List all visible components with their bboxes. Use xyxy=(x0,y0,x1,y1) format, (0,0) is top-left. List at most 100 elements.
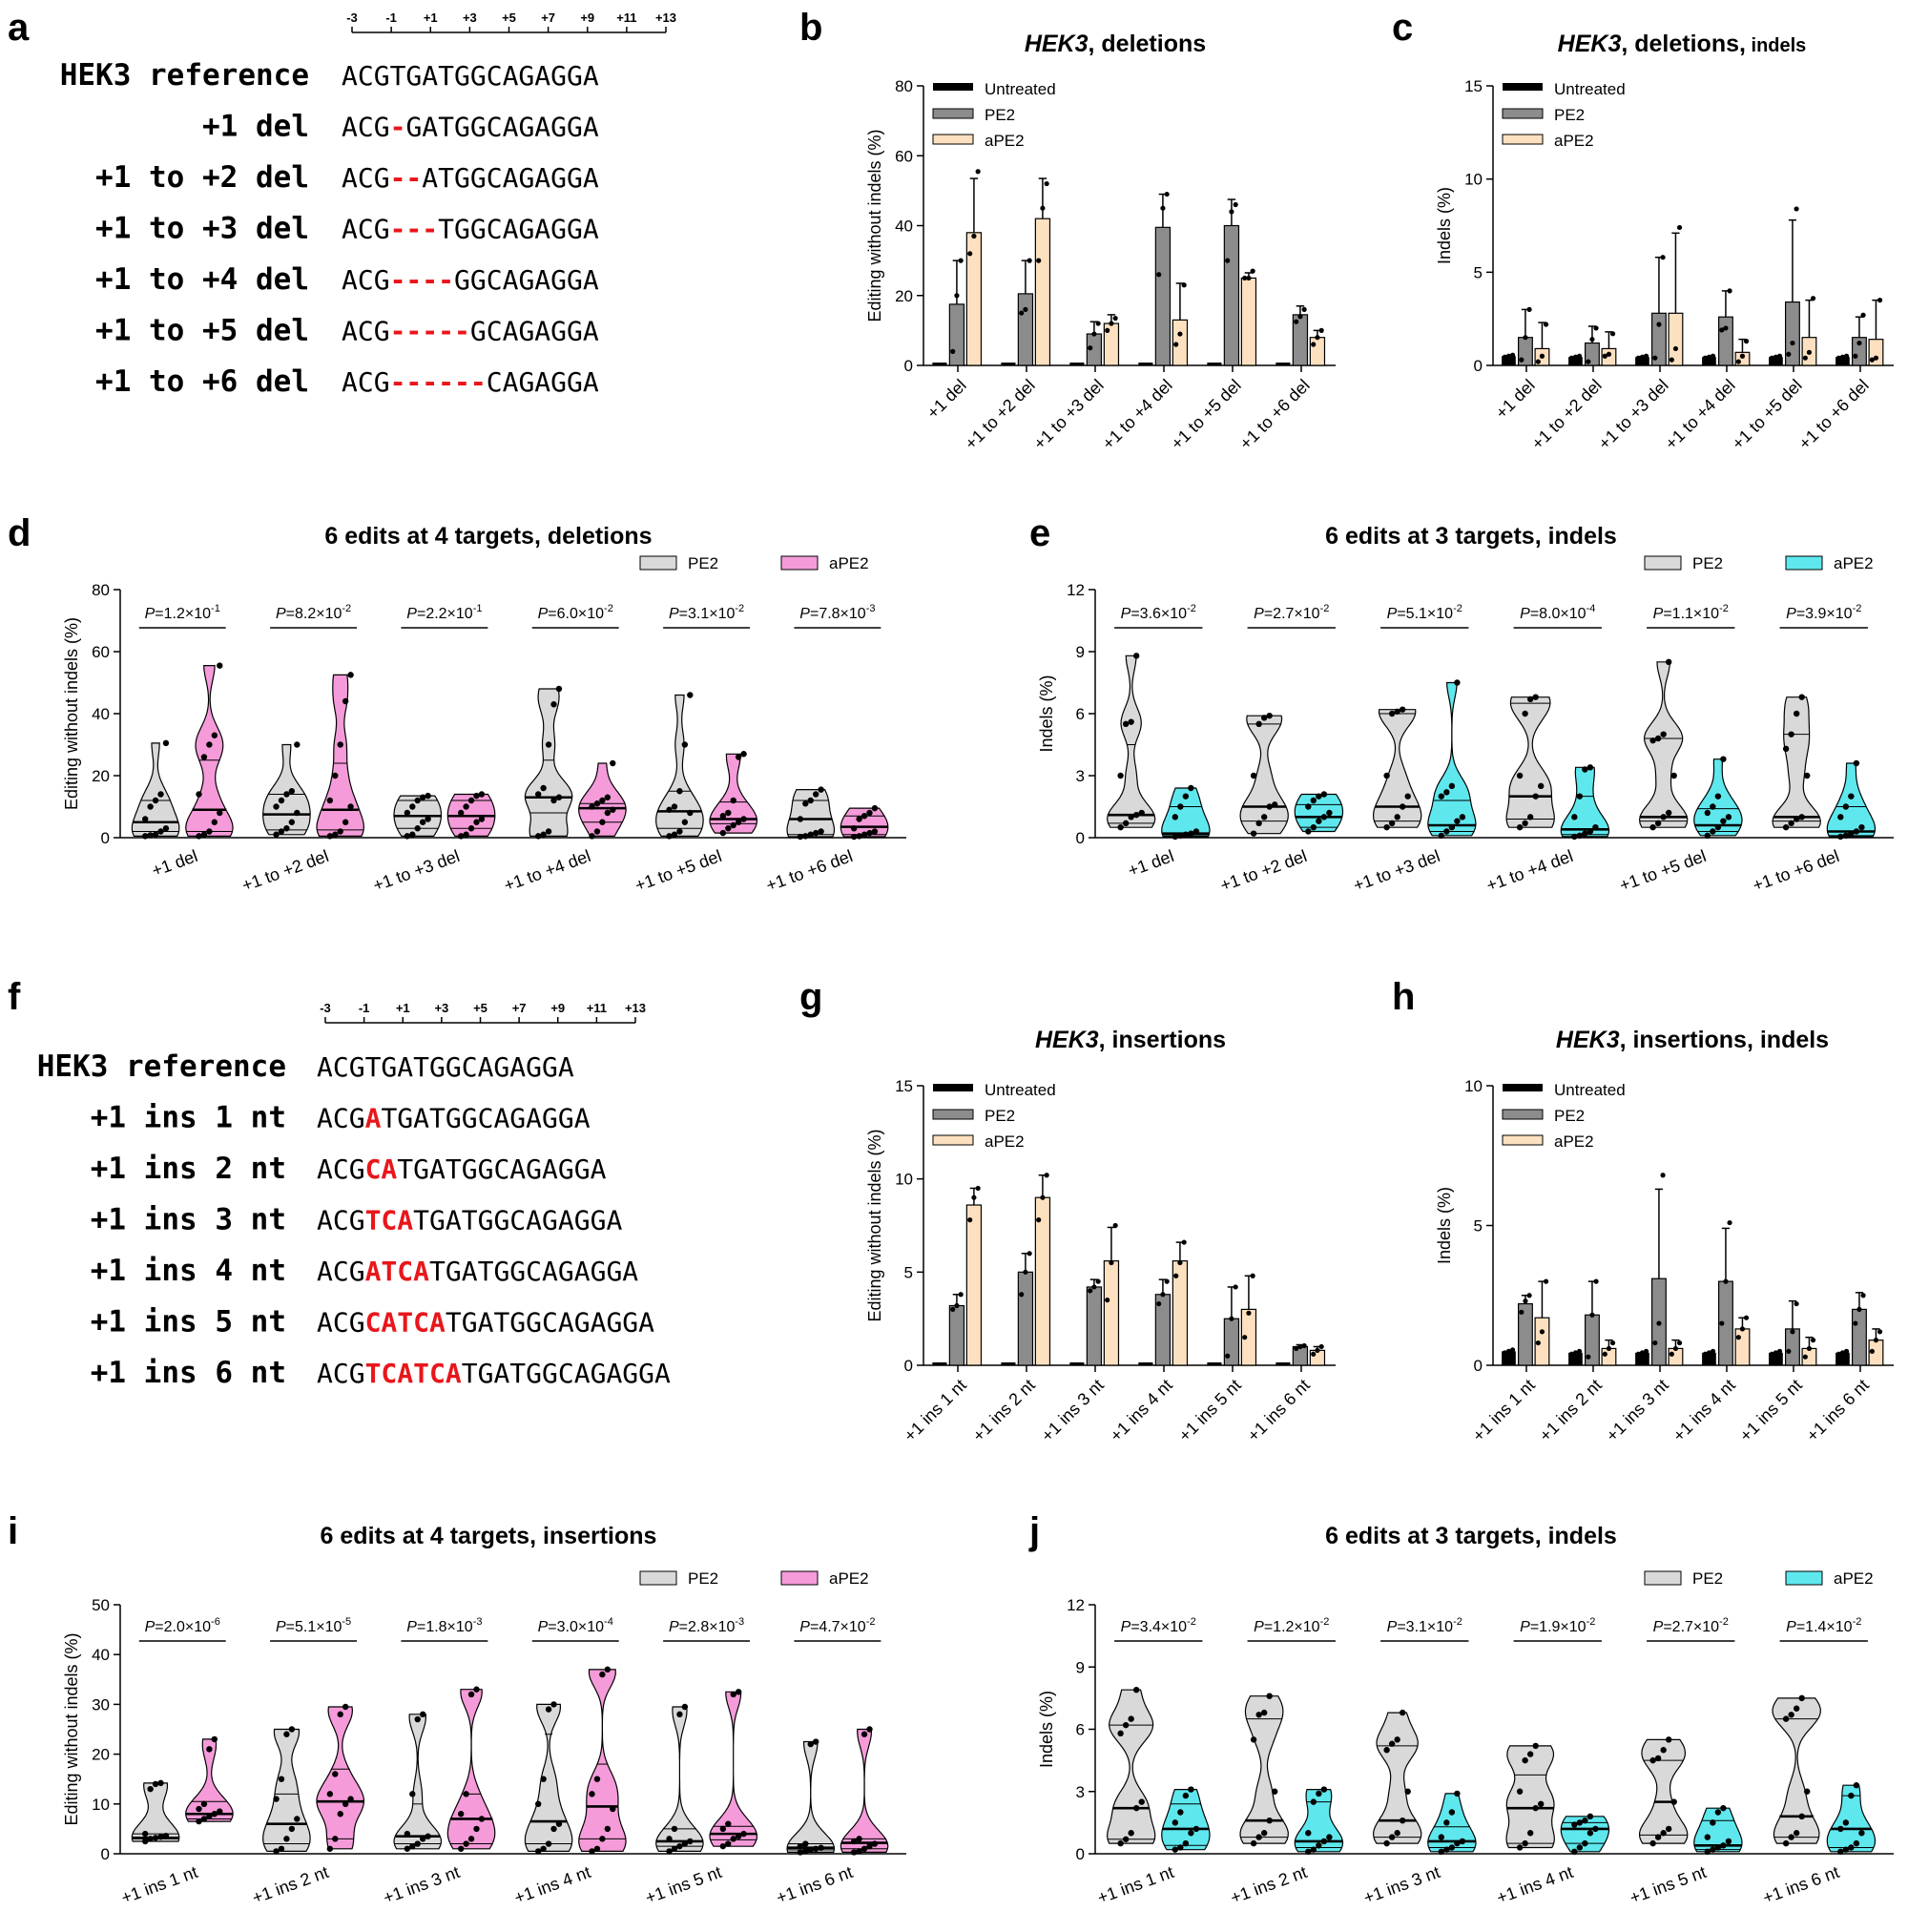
data-point xyxy=(1576,832,1584,840)
data-point xyxy=(1516,772,1524,779)
violin-ape2 xyxy=(1161,1789,1211,1851)
data-point xyxy=(1181,282,1187,288)
x-tick-label: +1 ins 5 nt xyxy=(1175,1376,1245,1445)
y-tick-label: 20 xyxy=(92,767,110,785)
data-point xyxy=(1719,1320,1725,1326)
data-point xyxy=(687,1838,694,1845)
data-point xyxy=(540,831,547,838)
data-point xyxy=(1272,1788,1278,1795)
pvalue-symbol: P xyxy=(669,1619,679,1635)
data-point xyxy=(1246,1310,1252,1316)
pvalue-mantissa: =5.1×10 xyxy=(286,1619,342,1635)
x-tick-label: +1 ins 1 nt xyxy=(901,1376,970,1445)
pvalue-label: P=1.2×10-2 xyxy=(1254,1616,1329,1635)
data-point xyxy=(337,1711,343,1718)
data-point xyxy=(1250,830,1257,837)
pvalue-exponent: -2 xyxy=(1320,603,1330,614)
bar-pe2 xyxy=(1784,1328,1800,1366)
pvalue-exponent: -2 xyxy=(866,1616,876,1628)
data-point xyxy=(1095,321,1101,326)
pvalue-mantissa: =5.1×10 xyxy=(1397,606,1453,622)
data-point xyxy=(1670,1798,1677,1805)
ruler-label: +13 xyxy=(655,10,676,25)
data-point xyxy=(1660,731,1667,737)
data-point xyxy=(797,816,804,822)
data-point xyxy=(1571,814,1578,821)
y-tick-label: 40 xyxy=(895,218,913,236)
data-point xyxy=(593,1845,601,1852)
data-point xyxy=(1522,1839,1528,1847)
data-point xyxy=(589,1791,595,1797)
sequence-edit: CATCA xyxy=(365,1307,446,1339)
data-point xyxy=(1117,823,1124,831)
data-point xyxy=(1856,340,1862,346)
pvalue-symbol: P xyxy=(669,606,679,622)
data-point xyxy=(162,825,170,832)
data-point xyxy=(162,1833,170,1839)
y-tick-label: 10 xyxy=(1464,1077,1483,1095)
data-point xyxy=(1848,1844,1855,1851)
sequence-prefix: ACG xyxy=(317,1103,365,1134)
data-point xyxy=(1702,1351,1708,1357)
data-point xyxy=(278,1845,285,1852)
data-point xyxy=(1869,1348,1875,1354)
pvalue-exponent: -2 xyxy=(1587,1616,1596,1628)
sequence-suffix: GGCAGAGGA xyxy=(454,264,599,296)
data-point xyxy=(555,1820,563,1827)
data-point xyxy=(1310,1798,1317,1805)
data-point xyxy=(861,1731,868,1737)
sequence-prefix: ACGTGATGGCAGAGGA xyxy=(342,60,599,92)
legend-swatch xyxy=(1503,83,1543,91)
sequence-prefix: ACG xyxy=(342,112,390,143)
data-point xyxy=(666,806,673,813)
y-tick-label: 0 xyxy=(101,829,110,847)
bar-ape2 xyxy=(1309,337,1326,366)
chart-panel-j: j 6 edits at 3 targets, indels 0 3 6 9 12 Indel… xyxy=(1028,1510,1894,1907)
data-point xyxy=(1589,1312,1595,1318)
data-point xyxy=(1173,1273,1179,1278)
data-point xyxy=(1714,1809,1722,1816)
ruler-label: +11 xyxy=(616,10,636,25)
legend-label: PE2 xyxy=(688,554,718,572)
y-tick-label: 80 xyxy=(895,77,913,95)
data-point xyxy=(342,1703,349,1711)
data-point xyxy=(861,813,868,820)
ruler-label: +7 xyxy=(541,10,555,25)
data-point xyxy=(1877,1329,1883,1335)
x-tick-label: +1 to +2 del xyxy=(1217,846,1309,895)
data-point xyxy=(1535,1340,1541,1346)
data-point xyxy=(1793,816,1800,822)
data-point xyxy=(1538,1800,1545,1808)
data-point xyxy=(1842,803,1850,810)
data-point xyxy=(818,786,824,793)
data-point xyxy=(1543,1278,1549,1284)
x-tick-label: +1 ins 5 nt xyxy=(1736,1376,1806,1445)
data-point xyxy=(1128,718,1134,725)
legend-swatch xyxy=(932,134,974,145)
x-tick-label: +1 to +5 del xyxy=(633,846,724,895)
y-tick-label: 10 xyxy=(92,1796,110,1814)
sequence-prefix: ACG xyxy=(317,1153,365,1185)
data-point xyxy=(1568,1351,1574,1357)
legend-label: aPE2 xyxy=(1554,1132,1594,1151)
pvalue-exponent: -2 xyxy=(1320,1616,1330,1628)
data-point xyxy=(409,803,416,810)
x-tick-label: +1 ins 2 nt xyxy=(250,1862,331,1907)
data-point xyxy=(545,741,552,748)
pvalue-exponent: -3 xyxy=(866,603,876,614)
data-point xyxy=(1519,357,1524,363)
data-point xyxy=(1027,1251,1032,1257)
y-tick-label: 5 xyxy=(904,1263,913,1281)
title-text: , insertions, indels xyxy=(1620,1027,1830,1053)
panel-letter: j xyxy=(1028,1510,1040,1552)
data-point xyxy=(1188,784,1194,792)
y-axis-label: Indels (%) xyxy=(1435,1187,1454,1264)
data-point xyxy=(1192,1825,1200,1833)
y-tick-label: 3 xyxy=(1076,767,1085,785)
data-point xyxy=(1305,1830,1312,1837)
chart-title: 6 edits at 4 targets, insertions xyxy=(321,1523,657,1549)
sequence-suffix: TGATGGCAGAGGA xyxy=(429,1256,638,1287)
data-point xyxy=(1835,1351,1841,1357)
x-tick-label: +1 ins 4 nt xyxy=(1494,1862,1575,1907)
violin-ape2 xyxy=(1560,766,1610,838)
